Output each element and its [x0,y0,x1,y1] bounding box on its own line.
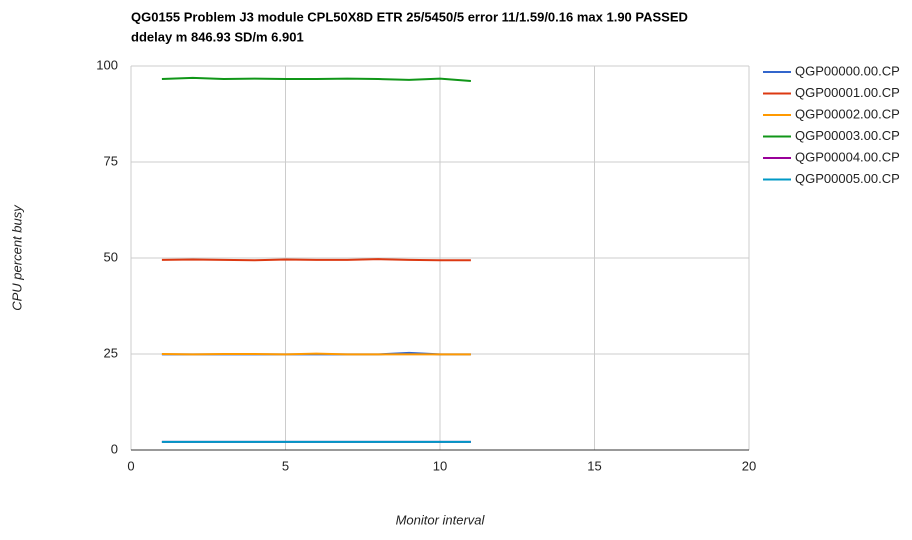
y-tick-label: 100 [96,57,118,72]
chart-title: QG0155 Problem J3 module CPL50X8D ETR 25… [131,9,688,24]
series-line [161,76,471,82]
y-tick-label: 0 [111,441,118,456]
x-tick-label: 15 [587,458,601,473]
y-tick-label: 25 [104,345,118,360]
x-tick-label: 0 [127,458,134,473]
legend-label: QGP00001.00.CP [795,85,900,100]
y-axis-title: CPU percent busy [9,204,24,311]
legend-label: QGP00000.00.CP [795,63,900,78]
y-tick-label: 50 [104,249,118,264]
x-tick-label: 10 [433,458,447,473]
x-axis-title: Monitor interval [396,512,486,527]
x-tick-label: 5 [282,458,289,473]
chart-title: ddelay m 846.93 SD/m 6.901 [131,29,304,44]
legend-label: QGP00002.00.CP [795,106,900,121]
y-tick-label: 75 [104,153,118,168]
x-tick-label: 20 [742,458,756,473]
legend-label: QGP00005.00.CP [795,171,900,186]
series-line [161,258,471,262]
series-line [161,352,471,356]
legend-label: QGP00004.00.CP [795,149,900,164]
legend-label: QGP00003.00.CP [795,128,900,143]
